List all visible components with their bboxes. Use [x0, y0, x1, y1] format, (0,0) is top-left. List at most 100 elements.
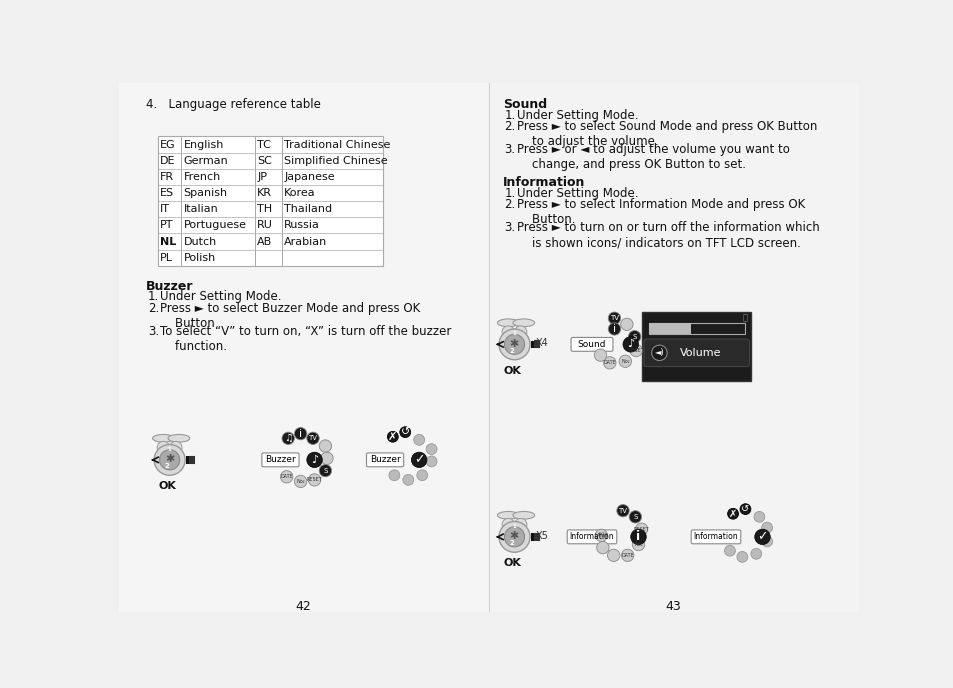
Circle shape — [608, 323, 620, 335]
Text: 3.: 3. — [148, 325, 159, 338]
Text: i: i — [612, 324, 616, 334]
Ellipse shape — [152, 434, 174, 442]
Circle shape — [294, 475, 307, 488]
Text: ✗: ✗ — [388, 432, 397, 442]
Bar — [530, 533, 534, 541]
Text: 2: 2 — [509, 347, 514, 354]
Text: Under Setting Mode.: Under Setting Mode. — [517, 109, 638, 122]
Text: Information: Information — [693, 533, 738, 541]
Text: 1.: 1. — [504, 186, 516, 200]
Circle shape — [603, 356, 616, 369]
Bar — [648, 323, 691, 334]
Circle shape — [307, 432, 319, 444]
Text: OK: OK — [158, 482, 176, 491]
Text: Spanish: Spanish — [183, 188, 228, 198]
Text: ✓: ✓ — [414, 453, 424, 466]
Text: Portuguese: Portuguese — [183, 220, 246, 230]
Text: Press ► to turn on or turn off the information which
    is shown icons/ indicat: Press ► to turn on or turn off the infor… — [517, 221, 819, 249]
Circle shape — [426, 444, 436, 455]
Circle shape — [629, 345, 641, 356]
Circle shape — [504, 527, 524, 547]
Circle shape — [498, 522, 530, 552]
Circle shape — [282, 432, 294, 444]
Text: RESET: RESET — [628, 348, 643, 353]
Text: X4: X4 — [535, 338, 548, 348]
Text: 42: 42 — [295, 600, 312, 613]
Text: ♪: ♪ — [626, 339, 634, 350]
Text: Volume: Volume — [679, 348, 720, 358]
Text: Arabian: Arabian — [284, 237, 327, 246]
Circle shape — [387, 431, 397, 442]
Ellipse shape — [497, 319, 518, 327]
Circle shape — [760, 522, 772, 533]
Text: Under Setting Mode.: Under Setting Mode. — [517, 186, 638, 200]
FancyBboxPatch shape — [691, 530, 740, 544]
Circle shape — [629, 510, 641, 523]
Text: RU: RU — [257, 220, 273, 230]
Text: 43: 43 — [665, 600, 680, 613]
Text: i: i — [636, 530, 639, 544]
Text: 2: 2 — [164, 463, 169, 469]
Circle shape — [514, 518, 526, 530]
Bar — [158, 136, 382, 266]
Text: Under Setting Mode.: Under Setting Mode. — [160, 290, 281, 303]
Circle shape — [635, 523, 647, 535]
FancyBboxPatch shape — [261, 453, 298, 466]
Text: Sound: Sound — [502, 98, 546, 111]
Text: ↺: ↺ — [400, 427, 410, 437]
Text: OK: OK — [503, 559, 521, 568]
Circle shape — [402, 475, 414, 485]
Circle shape — [426, 456, 436, 466]
Circle shape — [617, 504, 629, 517]
Circle shape — [514, 326, 526, 338]
Text: ⧈: ⧈ — [741, 314, 746, 323]
Circle shape — [411, 452, 427, 468]
Circle shape — [308, 474, 320, 486]
Text: 1.: 1. — [148, 290, 159, 303]
Text: S: S — [633, 514, 637, 520]
Circle shape — [501, 326, 514, 338]
Text: TC: TC — [257, 140, 271, 149]
Text: TH: TH — [257, 204, 272, 214]
Circle shape — [753, 511, 764, 522]
Text: DE: DE — [160, 155, 175, 166]
Circle shape — [594, 349, 606, 361]
Text: 1: 1 — [168, 447, 172, 451]
Bar — [641, 312, 750, 381]
Text: Information: Information — [502, 175, 584, 189]
Circle shape — [596, 541, 608, 554]
Text: 3.: 3. — [504, 221, 515, 234]
Text: Simplified Chinese: Simplified Chinese — [284, 155, 388, 166]
Text: English: English — [183, 140, 224, 149]
Text: SC: SC — [257, 155, 272, 166]
Circle shape — [608, 312, 620, 324]
Text: 2.: 2. — [148, 302, 159, 315]
Text: PT: PT — [160, 220, 173, 230]
Text: ♪: ♪ — [311, 455, 317, 465]
Text: i: i — [298, 429, 302, 439]
Text: ◄): ◄) — [654, 348, 663, 357]
Text: ✗: ✗ — [728, 508, 737, 519]
Text: X5: X5 — [535, 530, 548, 541]
Text: ♫: ♫ — [284, 433, 293, 443]
Ellipse shape — [513, 319, 534, 327]
Text: TV: TV — [609, 315, 618, 321]
Circle shape — [159, 450, 179, 470]
Text: ✓: ✓ — [757, 530, 767, 544]
Text: ↺: ↺ — [740, 504, 749, 514]
Bar — [119, 83, 488, 612]
Circle shape — [740, 504, 750, 515]
Circle shape — [414, 434, 424, 445]
Circle shape — [170, 442, 182, 453]
Circle shape — [651, 345, 666, 361]
Circle shape — [754, 529, 769, 545]
Text: AB: AB — [257, 237, 273, 246]
Text: No₂: No₂ — [620, 359, 629, 364]
Text: Dutch: Dutch — [183, 237, 216, 246]
Circle shape — [280, 471, 293, 483]
Circle shape — [607, 549, 619, 561]
Circle shape — [736, 552, 747, 562]
Circle shape — [750, 548, 760, 559]
Bar — [186, 456, 189, 464]
Text: EG: EG — [160, 140, 175, 149]
